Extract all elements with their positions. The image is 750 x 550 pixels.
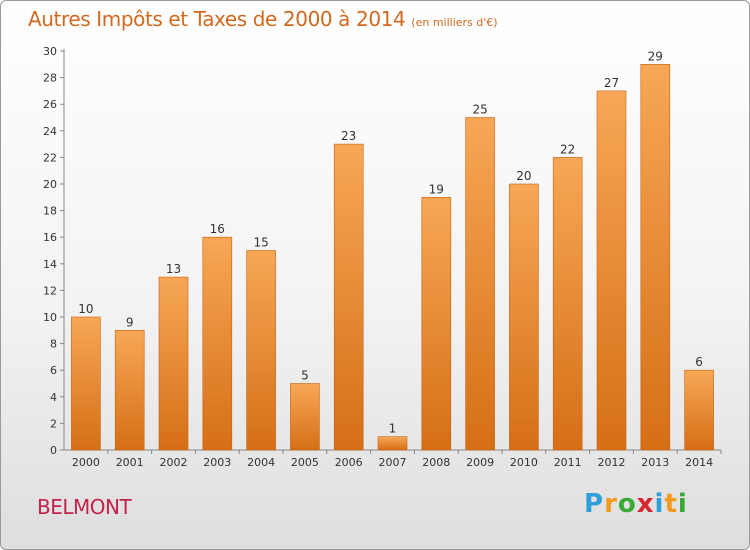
data-label: 5 <box>301 369 309 383</box>
y-tick-label: 22 <box>43 151 57 164</box>
chart-title: Autres Impôts et Taxes de 2000 à 2014 (en… <box>28 7 498 31</box>
data-label: 19 <box>429 182 444 196</box>
bar <box>509 183 539 451</box>
x-tick-label: 2002 <box>160 456 188 469</box>
data-label: 16 <box>210 222 225 236</box>
y-tick-label: 10 <box>43 311 57 324</box>
data-label: 15 <box>253 236 268 250</box>
data-label: 6 <box>695 355 703 369</box>
bar <box>465 117 495 451</box>
data-label: 10 <box>78 302 93 316</box>
bar <box>333 143 364 451</box>
logo-letter: t <box>664 489 678 519</box>
y-tick-label: 28 <box>43 72 57 85</box>
title-main: Autres Impôts et Taxes de 2000 à 2014 <box>28 7 406 31</box>
bar <box>640 63 671 451</box>
data-label: 23 <box>341 129 356 143</box>
x-tick-label: 2010 <box>510 456 538 469</box>
y-tick-label: 0 <box>50 444 57 457</box>
x-tick-label: 2001 <box>116 456 144 469</box>
logo-letter: i <box>677 489 688 519</box>
x-tick-label: 2013 <box>641 456 669 469</box>
y-tick-label: 16 <box>43 231 57 244</box>
y-tick-label: 18 <box>43 205 57 218</box>
data-label: 1 <box>389 422 397 436</box>
x-tick-label: 2005 <box>291 456 319 469</box>
bar <box>377 436 408 451</box>
labels: 1020009200113200216200315200452005232006… <box>72 49 713 469</box>
data-label: 13 <box>166 262 181 276</box>
data-label: 29 <box>648 49 663 63</box>
x-tick-label: 2008 <box>422 456 450 469</box>
x-tick-label: 2007 <box>379 456 407 469</box>
y-tick-label: 4 <box>50 391 57 404</box>
data-label: 27 <box>604 76 619 90</box>
title-unit: (en milliers d'€) <box>411 16 498 29</box>
y-tick-label: 14 <box>43 258 57 271</box>
bar <box>596 90 627 451</box>
place-name: BELMONT <box>37 495 132 519</box>
bar <box>246 250 276 451</box>
proxiti-logo: Proxiti <box>584 489 688 519</box>
logo-letter: i <box>654 489 665 519</box>
bar <box>158 276 189 451</box>
y-tick-label: 24 <box>43 125 57 138</box>
x-tick-label: 2000 <box>72 456 100 469</box>
data-label: 25 <box>472 103 487 117</box>
y-tick-label: 8 <box>50 338 57 351</box>
data-label: 9 <box>126 315 134 329</box>
bar <box>71 316 101 451</box>
x-tick-label: 2003 <box>203 456 231 469</box>
bar <box>290 383 320 451</box>
y-tick-label: 20 <box>43 178 57 191</box>
data-label: 20 <box>516 169 531 183</box>
x-tick-label: 2009 <box>466 456 494 469</box>
bar <box>684 369 714 451</box>
logo-letter: x <box>636 489 655 519</box>
bars <box>71 63 714 451</box>
x-tick-label: 2006 <box>335 456 363 469</box>
x-tick-label: 2014 <box>685 456 713 469</box>
bar <box>421 197 452 451</box>
y-tick-label: 26 <box>43 98 57 111</box>
x-tick-label: 2004 <box>247 456 275 469</box>
logo-letter: P <box>584 489 605 519</box>
data-label: 22 <box>560 142 575 156</box>
y-tick-label: 6 <box>50 364 57 377</box>
logo-letter: o <box>617 489 637 519</box>
bar <box>202 236 233 451</box>
y-tick-label: 2 <box>50 417 57 430</box>
x-tick-label: 2012 <box>598 456 626 469</box>
bar <box>552 157 583 451</box>
logo-letter: r <box>604 489 618 519</box>
y-tick-label: 30 <box>43 45 57 58</box>
bar <box>114 329 145 451</box>
y-tick-label: 12 <box>43 284 57 297</box>
x-tick-label: 2011 <box>554 456 582 469</box>
